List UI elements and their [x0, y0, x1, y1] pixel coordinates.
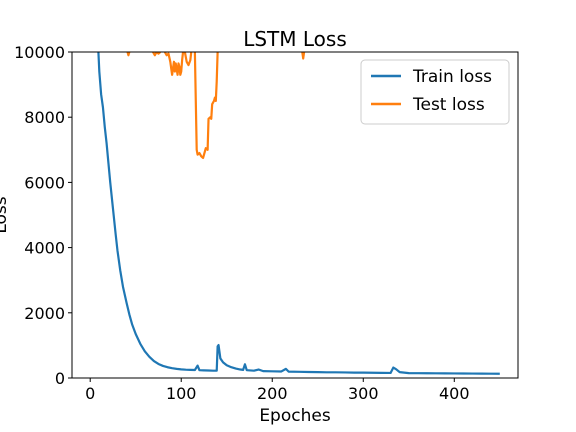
x-axis-label: Epoches [259, 406, 331, 426]
y-axis: 0 2000 4000 6000 8000 10000 [14, 43, 72, 388]
x-tick-label: 0 [85, 384, 95, 403]
y-tick-label: 10000 [14, 43, 65, 62]
plot-area-frame [71, 51, 519, 379]
y-tick-label: 8000 [24, 108, 65, 127]
y-tick-label: 0 [55, 369, 65, 388]
legend: Train loss Test loss [360, 59, 510, 125]
series-layer [97, 52, 500, 375]
legend-label-test-loss: Test loss [412, 95, 485, 115]
series-line-test-loss-1 [152, 52, 162, 57]
series-line-test-loss-4 [193, 52, 219, 160]
x-tick-label: 100 [166, 384, 197, 403]
x-tick-label: 400 [439, 384, 470, 403]
x-tick-label: 300 [348, 384, 379, 403]
series-line-test-loss-0 [126, 52, 131, 57]
series-line-train-loss-0 [97, 52, 500, 375]
series-line-test-loss-5 [301, 52, 306, 60]
chart-title: LSTM Loss [243, 27, 347, 51]
legend-label-train-loss: Train loss [412, 67, 492, 87]
y-tick-label: 6000 [24, 173, 65, 192]
x-axis: 0 100 200 300 400 [85, 378, 470, 403]
y-tick-label: 4000 [24, 239, 65, 258]
y-tick-label: 2000 [24, 304, 65, 323]
series-line-test-loss-2 [163, 52, 185, 76]
y-axis-label: Loss [0, 196, 11, 233]
x-tick-label: 200 [257, 384, 288, 403]
series-line-test-loss-3 [183, 52, 193, 67]
